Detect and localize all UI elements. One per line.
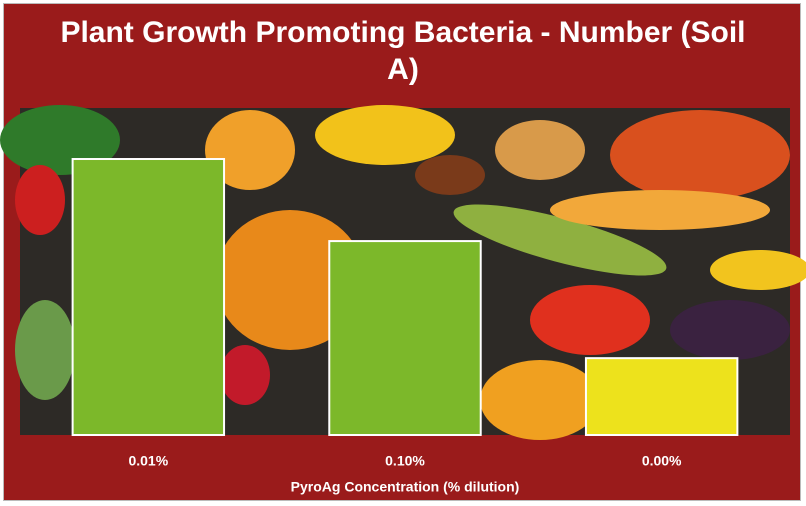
x-tick-label: 0.00% [642,453,682,469]
x-axis-title: PyroAg Concentration (% dilution) [291,479,520,495]
bar [73,159,224,435]
x-tick-label: 0.01% [128,453,168,469]
x-tick-label: 0.10% [385,453,425,469]
chart: 0.01% 0.10% 0.00% PyroAg Concentration (% d… [0,0,806,506]
bar [329,241,480,435]
bar [586,358,737,435]
